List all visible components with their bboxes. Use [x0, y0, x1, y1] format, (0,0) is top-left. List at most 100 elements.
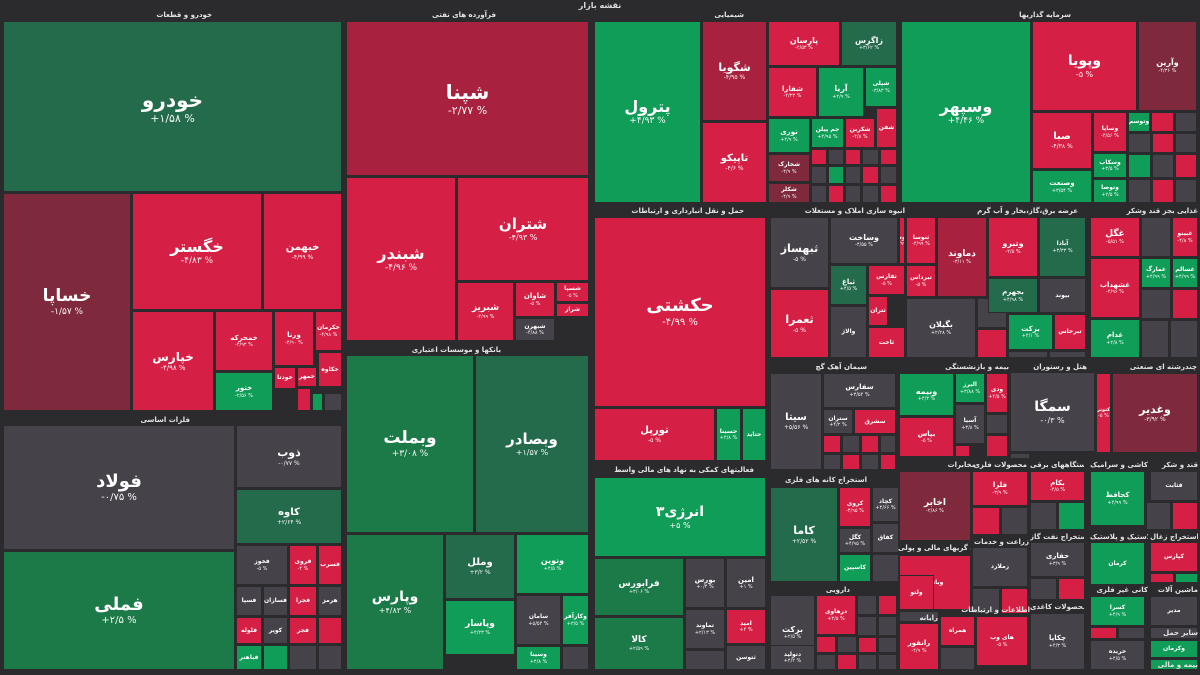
treemap-tile[interactable]: کاما +۲/۵۲ % [770, 487, 838, 582]
treemap-cell[interactable] [1170, 320, 1198, 358]
treemap-cell[interactable] [880, 166, 897, 184]
treemap-cell[interactable] [845, 166, 861, 184]
treemap-cell[interactable] [1175, 179, 1197, 203]
treemap-tile[interactable]: کفاق [872, 523, 899, 553]
treemap-tile[interactable]: مدیر [1150, 596, 1198, 626]
treemap-tile[interactable]: کاوه +۲/۶۴ % [236, 489, 342, 544]
treemap-tile[interactable]: آسیا +۳/۸ % [955, 404, 985, 444]
treemap-tile[interactable]: دماوند -۳/۱۱ % [937, 217, 987, 297]
treemap-tile[interactable]: شتران -۴/۹۳ % [457, 177, 589, 281]
treemap-tile[interactable]: خبهمن -۴/۹۹ % [263, 193, 342, 310]
treemap-cell[interactable] [562, 646, 589, 670]
treemap-tile[interactable]: وآرین -۴/۳۶ % [1138, 21, 1197, 111]
treemap-tile[interactable]: فلوله [236, 617, 262, 644]
treemap-cell[interactable] [289, 645, 317, 670]
treemap-cell[interactable] [297, 388, 311, 411]
treemap-cell[interactable] [823, 435, 841, 453]
treemap-tile[interactable]: کروی -۴/۹۵ % [839, 487, 871, 527]
treemap-tile[interactable]: تبرخاس [1054, 314, 1086, 350]
treemap-tile[interactable]: درهاوی +۳/۵ % [816, 595, 856, 635]
treemap-cell[interactable] [972, 588, 1000, 614]
treemap-cell[interactable] [857, 616, 877, 636]
treemap-tile[interactable]: غگل -۵/۵۱ % [1090, 217, 1140, 257]
treemap-cell[interactable] [878, 654, 897, 670]
treemap-cell[interactable] [1141, 217, 1171, 257]
treemap-cell[interactable] [1030, 502, 1057, 530]
treemap-tile[interactable]: وتوصا +۲/۵ % [1093, 179, 1127, 203]
treemap-cell[interactable] [858, 637, 877, 653]
treemap-cell[interactable] [862, 149, 879, 165]
treemap-cell[interactable] [811, 166, 827, 184]
treemap-tile[interactable]: خودرو +۱/۵۸ % [3, 21, 342, 192]
treemap-tile[interactable]: بپاس -۵ % [899, 417, 954, 457]
treemap-tile[interactable]: ودی +۴/۵ % [986, 373, 1008, 413]
treemap-cell[interactable] [1175, 133, 1197, 153]
treemap-cell[interactable] [1172, 502, 1198, 530]
treemap-cell[interactable] [1152, 179, 1174, 203]
treemap-cell[interactable] [1175, 154, 1197, 178]
treemap-tile[interactable]: شکلر -۴/۹ % [768, 183, 810, 203]
treemap-cell[interactable] [940, 647, 975, 670]
treemap-cell[interactable] [312, 393, 323, 411]
treemap-tile[interactable]: کرمان [1090, 542, 1145, 585]
treemap-tile[interactable]: پارسان -۴/۵۳ % [768, 21, 840, 66]
treemap-tile[interactable]: ثبهساز -۵ % [770, 217, 829, 288]
treemap-tile[interactable]: ورنا -۴/۹۰ % [274, 311, 314, 366]
treemap-cell[interactable] [880, 149, 897, 165]
treemap-tile[interactable]: پترول +۴/۹۳ % [594, 21, 701, 203]
treemap-tile[interactable]: زملارد [972, 547, 1028, 587]
treemap-tile[interactable]: ثاخت [868, 327, 905, 358]
treemap-tile[interactable]: شبندر -۴/۹۶ % [346, 177, 456, 341]
treemap-tile[interactable]: فروی -۴ % [289, 545, 317, 585]
treemap-cell[interactable] [1128, 133, 1151, 153]
treemap-cell[interactable] [1001, 588, 1028, 614]
treemap-cell[interactable] [986, 414, 1008, 434]
treemap-cell[interactable] [837, 636, 857, 653]
treemap-cell[interactable] [986, 435, 1008, 457]
treemap-cell[interactable] [1128, 154, 1151, 178]
treemap-cell[interactable] [1172, 289, 1198, 319]
treemap-tile[interactable]: وبیمه +۴/۳ % [899, 373, 954, 416]
treemap-tile[interactable]: کالا +۲/۵۹ % [594, 617, 684, 670]
treemap-tile[interactable]: غدام +۲/۸ % [1090, 319, 1140, 358]
treemap-tile[interactable]: وبصادر +۱/۵۷ % [475, 355, 589, 533]
treemap-cell[interactable] [977, 329, 1007, 358]
treemap-tile[interactable]: آبادا +۳/۳۳ % [1039, 217, 1086, 277]
treemap-tile[interactable]: ثنوسا -۴/۹۹ % [906, 217, 936, 264]
treemap-tile[interactable]: های وب -۵ % [976, 616, 1028, 666]
treemap-cell[interactable] [858, 654, 877, 670]
treemap-tile[interactable]: بیوند [1039, 278, 1086, 313]
treemap-tile[interactable]: صبا -۴/۳۸ % [1032, 112, 1092, 169]
treemap-cell[interactable] [1175, 112, 1197, 132]
treemap-tile[interactable]: کگل +۴/۹۵ % [839, 528, 871, 553]
treemap-cell[interactable] [842, 435, 860, 453]
treemap-cell[interactable] [1090, 627, 1117, 639]
treemap-cell[interactable] [811, 185, 827, 203]
treemap-tile[interactable]: قثابت [1150, 471, 1198, 501]
treemap-cell[interactable] [878, 595, 897, 615]
treemap-tile[interactable]: حکشتی -۴/۹۹ % [594, 217, 766, 407]
treemap-tile[interactable]: فجرا [289, 586, 317, 616]
treemap-tile[interactable]: حفاری +۳/۹ % [1030, 542, 1085, 577]
treemap-tile[interactable]: وسپهر +۴/۴۶ % [901, 21, 1031, 203]
treemap-cell[interactable] [1141, 289, 1171, 319]
treemap-cell[interactable] [1010, 453, 1030, 459]
treemap-tile[interactable]: بکام -۴/۵ % [1030, 471, 1085, 501]
treemap-tile[interactable]: والاژ [830, 306, 867, 358]
treemap-tile[interactable]: شفارا -۴/۲۳ % [768, 67, 817, 117]
treemap-tile[interactable]: کتوتر -۵ % [1096, 373, 1111, 453]
treemap-tile[interactable]: شفن [876, 108, 897, 148]
treemap-tile[interactable]: تاپیکو -۴/۶ % [702, 122, 767, 203]
treemap-tile[interactable]: ونوین +۴/۵ % [516, 534, 589, 594]
treemap-cell[interactable] [1058, 578, 1085, 600]
treemap-tile[interactable]: خمهر [297, 367, 317, 387]
treemap-tile[interactable]: ثتران [868, 296, 888, 326]
treemap-tile[interactable]: حتاید [742, 408, 766, 461]
treemap-tile[interactable]: وساخت -۴/۵۵ % [830, 217, 898, 264]
treemap-cell[interactable] [1150, 627, 1198, 639]
treemap-cell[interactable] [1152, 154, 1174, 178]
treemap-tile[interactable]: بجهرم +۴/۹۸ % [988, 278, 1038, 313]
treemap-cell[interactable] [880, 185, 897, 203]
treemap-cell[interactable] [318, 645, 342, 670]
treemap-tile[interactable]: سشرق [854, 409, 896, 434]
